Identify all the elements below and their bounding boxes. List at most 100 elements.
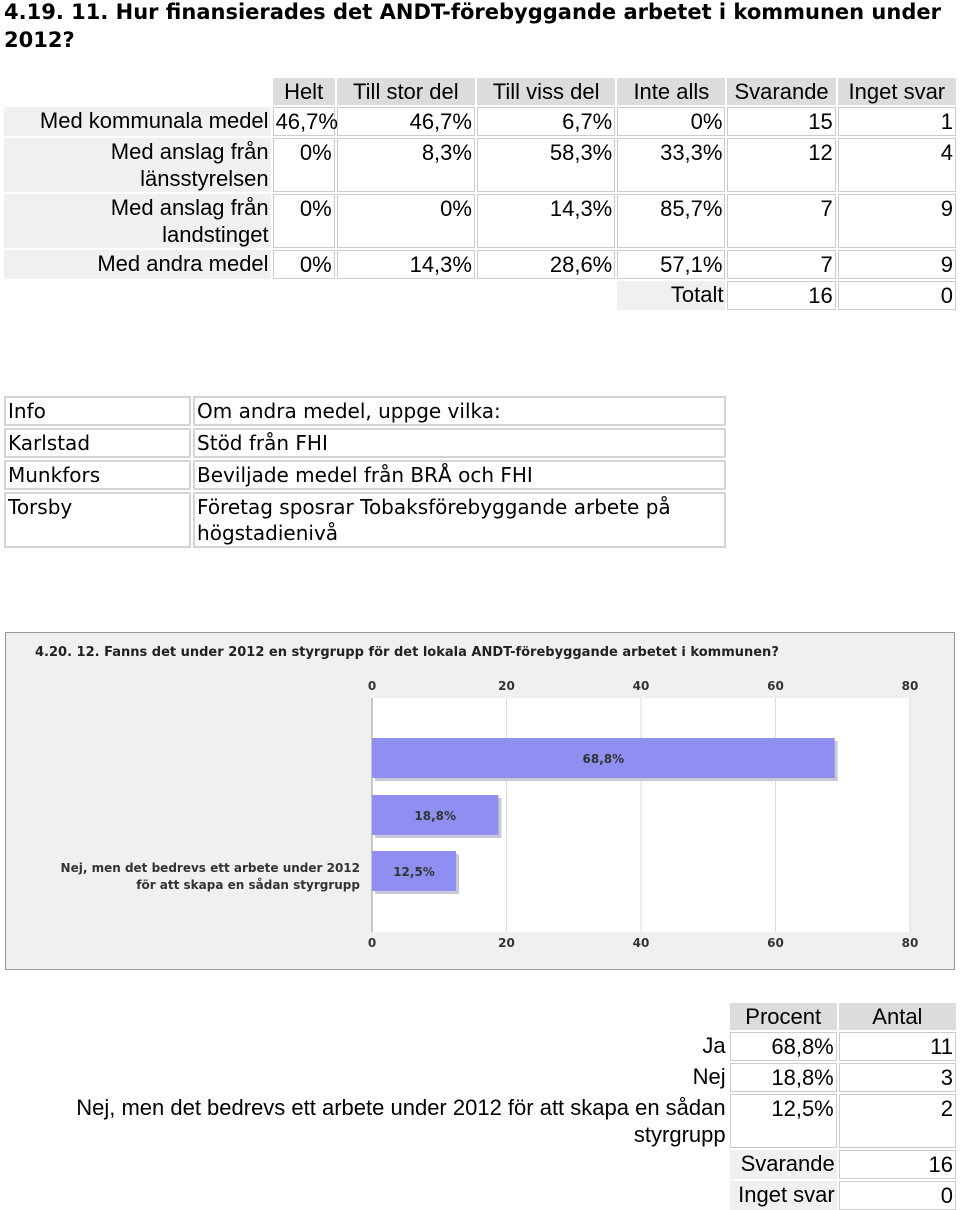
empty-cell	[273, 281, 335, 310]
cell: 4	[837, 138, 956, 192]
cell: 16	[727, 281, 836, 310]
empty-cell	[4, 1003, 728, 1030]
finance-table: Helt Till stor del Till viss del Inte alls S…	[2, 76, 958, 312]
data-row: Med andra medel 0% 14,3% 28,6% 57,1% 7 9	[4, 250, 956, 279]
category-label: Nej, men det bedrevs ett arbete under 20…	[61, 861, 361, 892]
cell: 85,7%	[617, 194, 726, 248]
data-row: Munkfors Beviljade medel från BRÅ och FHI	[4, 460, 726, 490]
x-tick-label: 60	[767, 679, 784, 693]
cell: 9	[837, 194, 956, 248]
data-row: Nej 18,8% 3	[4, 1063, 956, 1092]
data-row: Karlstad Stöd från FHI	[4, 428, 726, 458]
cell: 0%	[272, 250, 335, 279]
row-label: Med andra medel	[4, 250, 271, 279]
cell: 7	[727, 250, 836, 279]
empty-cell	[4, 281, 271, 310]
cell: 0%	[272, 194, 335, 248]
cell: 0%	[272, 138, 335, 192]
row-label: Inget svar	[729, 1181, 837, 1210]
empty-cell	[477, 281, 615, 310]
cell: 0	[838, 1181, 956, 1210]
x-tick-label: 80	[902, 679, 919, 693]
cell: 68,8%	[729, 1032, 837, 1061]
cell: 8,3%	[336, 138, 475, 192]
data-row: Nej, men det bedrevs ett arbete under 20…	[4, 1094, 956, 1148]
column-header: Till stor del	[336, 78, 475, 105]
cell: 0	[837, 281, 956, 310]
cell: 12	[727, 138, 836, 192]
empty-cell	[4, 78, 271, 105]
cell: 9	[837, 250, 956, 279]
cell: 57,1%	[617, 250, 726, 279]
heading: 4.19. 11. Hur finansierades det ANDT-för…	[4, 0, 941, 52]
header-row: Helt Till stor del Till viss del Inte alls S…	[4, 78, 956, 105]
cell: 14,3%	[476, 194, 616, 248]
column-header: Helt	[272, 78, 335, 105]
row-label: Svarande	[729, 1150, 837, 1179]
cell: 18,8%	[729, 1063, 837, 1092]
cell: 7	[727, 194, 836, 248]
x-tick-label: 40	[633, 679, 650, 693]
cell: 15	[727, 107, 836, 136]
row-label: Karlstad	[4, 428, 192, 458]
cell: 12,5%	[729, 1094, 837, 1148]
cell: 11	[838, 1032, 956, 1061]
value-label: 12,5%	[393, 865, 435, 879]
x-tick-label: 20	[498, 679, 515, 693]
x-tick-label: 0	[368, 936, 376, 950]
header-row: Info Om andra medel, uppge vilka:	[4, 396, 726, 426]
empty-cell	[4, 1181, 728, 1210]
summary-row: Inget svar 0	[4, 1181, 956, 1210]
row-label: Torsby	[4, 492, 192, 548]
cell: 2	[838, 1094, 956, 1148]
value-label: 18,8%	[414, 809, 456, 823]
category-label-line: för att skapa en sådan styrgrupp	[136, 878, 360, 892]
bar	[372, 795, 499, 835]
row-label: Med anslag från länsstyrelsen	[4, 138, 271, 192]
bar	[372, 738, 835, 778]
x-tick-label: 60	[767, 936, 784, 950]
row-label: Med anslag från landstinget	[4, 194, 271, 248]
cell: 3	[838, 1063, 956, 1092]
cell: 33,3%	[617, 138, 726, 192]
summary-row: Svarande 16	[4, 1150, 956, 1179]
cell: Beviljade medel från BRÅ och FHI	[193, 460, 726, 490]
row-label: Med kommunala medel	[4, 107, 271, 136]
cell: 46,7%	[336, 107, 475, 136]
total-row: Totalt 16 0	[4, 281, 956, 310]
x-tick-label: 0	[368, 679, 376, 693]
row-label: Nej	[692, 1064, 726, 1089]
info-table: Info Om andra medel, uppge vilka: Karlstad…	[2, 394, 728, 550]
cell: 6,7%	[476, 107, 616, 136]
cell: 16	[838, 1150, 956, 1179]
data-row: Med kommunala medel 46,7% 46,7% 6,7% 0% 15 1	[4, 107, 956, 136]
empty-cell	[4, 1150, 728, 1179]
value-label: 68,8%	[583, 752, 625, 766]
column-header: Antal	[838, 1003, 956, 1030]
column-header: Procent	[729, 1003, 837, 1030]
row-label: Totalt	[617, 281, 726, 310]
row-label: Ja	[702, 1033, 726, 1058]
cell: 46,7%	[272, 107, 338, 136]
chart: 4.20. 12. Fanns det under 2012 en styrgr…	[5, 632, 955, 970]
cell: 58,3%	[476, 138, 616, 192]
column-header: Till viss del	[476, 78, 616, 105]
x-tick-label: 20	[498, 936, 515, 950]
cell: 14,3%	[336, 250, 475, 279]
result-table: Procent Antal Ja 68,8% 11 Nej 18,8% 3 Nej, men d…	[2, 1001, 958, 1210]
cell: 0%	[617, 107, 726, 136]
header-row: Procent Antal	[4, 1003, 956, 1030]
x-tick-label: 80	[902, 936, 919, 950]
cell: 0%	[336, 194, 475, 248]
category-label-line: Nej, men det bedrevs ett arbete under 20…	[61, 861, 360, 875]
bar	[372, 851, 457, 891]
data-row: Med anslag från länsstyrelsen 0% 8,3% 58,3%…	[4, 138, 956, 192]
empty-cell	[337, 281, 475, 310]
cell: Företag sposrar Tobaksförebyggande arbet…	[193, 492, 726, 548]
column-header: Inte alls	[617, 78, 726, 105]
column-header: Svarande	[727, 78, 836, 105]
data-row: Med anslag från landstinget 0% 0% 14,3% 85,7…	[4, 194, 956, 248]
